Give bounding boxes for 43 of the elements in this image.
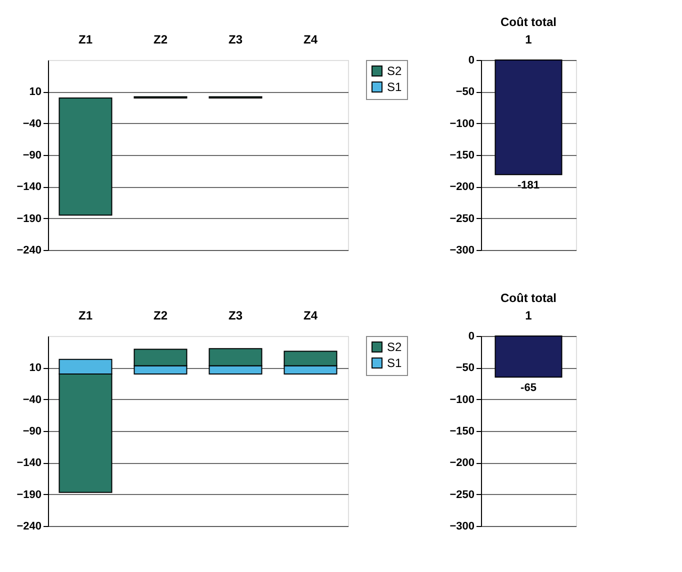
legend-label: S2 — [387, 64, 402, 78]
y-tick-label: −90 — [22, 426, 42, 438]
y-tick-label: −50 — [456, 86, 474, 98]
y-tick-label: −190 — [16, 212, 42, 225]
y-tick-label: −40 — [22, 118, 42, 130]
chart-title: Coût total — [500, 15, 556, 29]
y-tick-label: 0 — [468, 54, 474, 66]
x-tick-label: Z3 — [228, 32, 243, 46]
y-tick-label: −300 — [450, 520, 474, 532]
x-tick-label: Z2 — [153, 32, 168, 46]
x-tick-label: Z3 — [228, 308, 243, 322]
y-tick-label: −50 — [456, 362, 474, 374]
y-tick-label: 10 — [29, 362, 42, 374]
x-tick-label: Z1 — [78, 308, 93, 322]
legend-label: S1 — [387, 356, 402, 370]
y-tick-label: −140 — [16, 181, 42, 194]
x-tick-label: Z1 — [78, 32, 93, 46]
y-tick-label: −240 — [16, 244, 42, 256]
legend-label: S1 — [387, 80, 402, 94]
y-tick-label: −40 — [22, 394, 42, 406]
y-tick-label: 10 — [29, 86, 42, 98]
x-tick-label: Z4 — [303, 308, 318, 322]
y-tick-label: −250 — [450, 488, 474, 501]
y-tick-label: −250 — [450, 212, 474, 225]
y-tick-label: −190 — [16, 488, 42, 501]
y-tick-label: −150 — [450, 426, 474, 438]
y-tick-label: 0 — [468, 330, 474, 342]
x-tick-label: 1 — [525, 32, 532, 46]
y-tick-label: −150 — [450, 150, 474, 162]
y-tick-label: −100 — [450, 118, 474, 130]
chart-title: Coût total — [500, 291, 556, 305]
x-tick-label: Z2 — [153, 308, 168, 322]
data-label: -65 — [520, 382, 536, 394]
x-tick-label: Z4 — [303, 32, 318, 46]
legend-label: S2 — [387, 340, 402, 354]
y-tick-label: −200 — [450, 181, 474, 194]
y-tick-label: −200 — [450, 457, 474, 470]
y-tick-label: −140 — [16, 457, 42, 470]
x-tick-label: 1 — [525, 308, 532, 322]
y-tick-label: −100 — [450, 394, 474, 406]
y-tick-label: −240 — [16, 520, 42, 532]
y-tick-label: −300 — [450, 244, 474, 256]
y-tick-label: −90 — [22, 150, 42, 162]
